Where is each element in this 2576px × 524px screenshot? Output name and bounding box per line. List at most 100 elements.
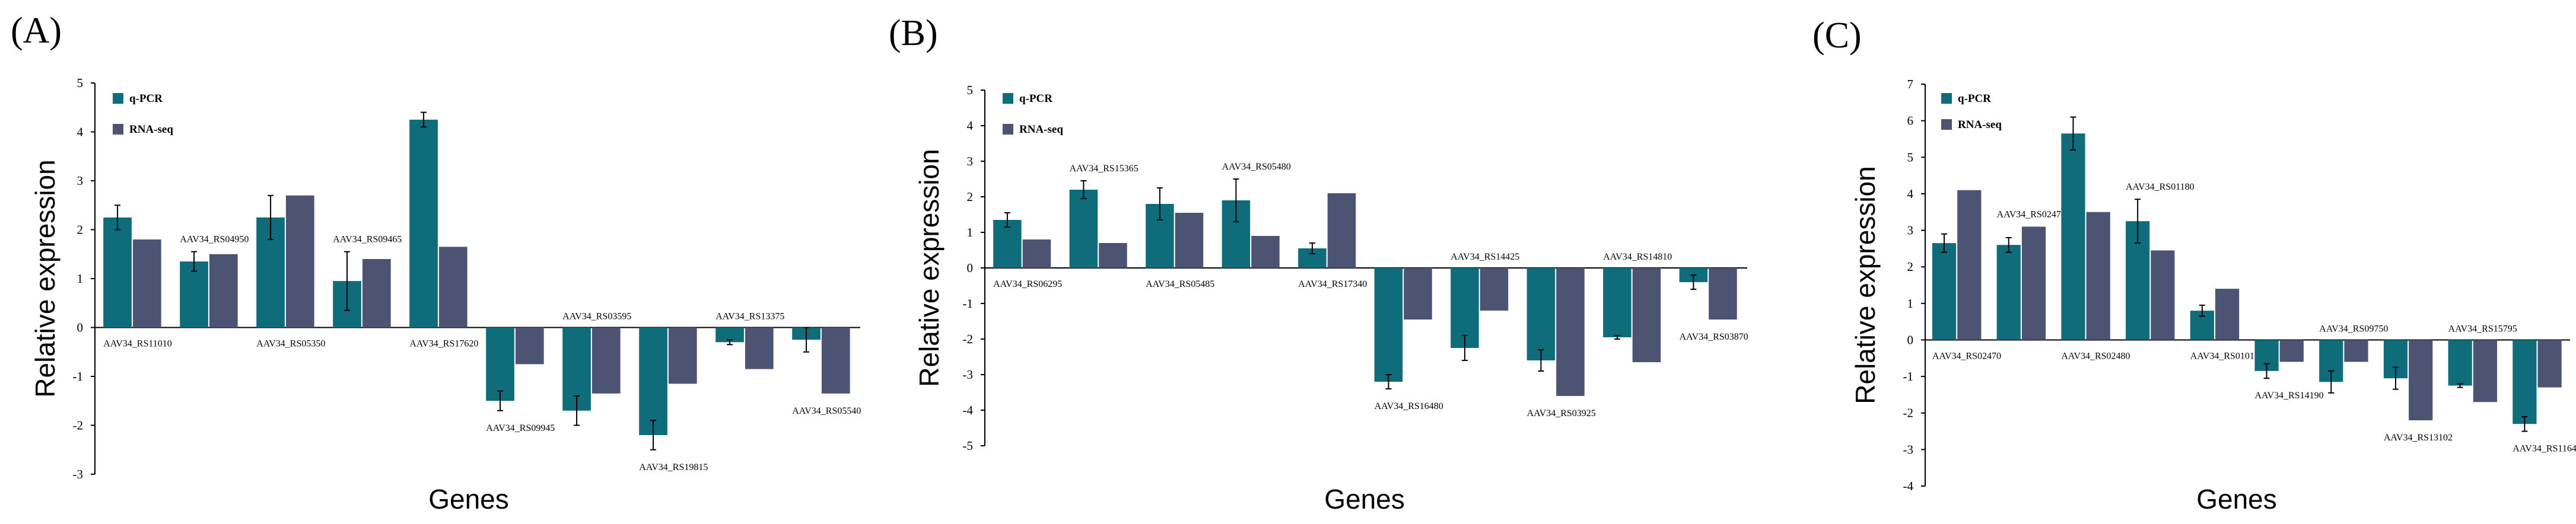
bar-rnaseq — [1556, 268, 1585, 396]
gene-label: AAV34_RS05540 — [792, 406, 861, 416]
y-tick-label: 7 — [1907, 77, 1914, 91]
gene-label: AAV34_RS13375 — [715, 312, 784, 322]
y-tick-label: 5 — [77, 76, 84, 90]
bar-rnaseq — [438, 247, 468, 328]
gene-label: AAV34_RS02480 — [2061, 351, 2130, 361]
bar-rnaseq — [2409, 340, 2433, 421]
legend-label-qpcr: q-PCR — [129, 92, 163, 105]
x-axis-title: Genes — [1324, 484, 1405, 515]
gene-label: AAV34_RS14425 — [1451, 252, 1519, 262]
bar-qpcr — [486, 327, 514, 401]
bar-qpcr — [1996, 245, 2021, 340]
panel-1: (B) 5 4 3 2 1 0 -1 -2 -3 -4 -5 Relative expression Ge… — [889, 13, 1748, 515]
bar-rnaseq — [1251, 236, 1280, 268]
y-tick-label: 2 — [77, 223, 84, 237]
bar-rnaseq — [2086, 212, 2110, 340]
bar-rnaseq — [2215, 289, 2240, 340]
bar-qpcr — [1603, 268, 1632, 337]
y-tick-label: -2 — [73, 418, 84, 433]
y-tick-label: 3 — [967, 154, 974, 168]
bar-rnaseq — [745, 327, 774, 369]
legend-label-rnaseq: RNA-seq — [1958, 119, 2002, 131]
bar-rnaseq — [209, 254, 238, 328]
bar-rnaseq — [285, 195, 314, 328]
bar-rnaseq — [1099, 243, 1127, 268]
bar-rnaseq — [1957, 190, 1982, 340]
y-tick-label: 0 — [77, 321, 84, 335]
panel-2: (C) 7 6 5 4 3 2 1 0 -1 -2 -3 -4 Relative expression Ge… — [1812, 15, 2576, 515]
y-tick-label: -4 — [1903, 479, 1914, 493]
bar-rnaseq — [515, 327, 544, 365]
gene-label: AAV34_RS11640 — [2513, 444, 2576, 454]
bar-qpcr — [2513, 340, 2537, 424]
bar-rnaseq — [591, 327, 621, 394]
bar-rnaseq — [668, 327, 697, 384]
y-tick-label: 5 — [1907, 150, 1914, 164]
bar-rnaseq — [1175, 213, 1204, 268]
y-tick-label: -3 — [1903, 442, 1914, 456]
gene-label: AAV34_RS14810 — [1603, 252, 1672, 262]
bar-qpcr — [1932, 243, 1957, 340]
gene-label: AAV34_RS03595 — [562, 312, 631, 322]
gene-label: AAV34_RS19815 — [639, 462, 708, 472]
legend-label-qpcr: q-PCR — [1958, 92, 1991, 105]
bar-qpcr — [1526, 268, 1556, 360]
y-tick-label: -5 — [963, 439, 974, 453]
bar-qpcr — [180, 261, 208, 328]
bar-qpcr — [639, 327, 667, 435]
y-tick-label: 4 — [1907, 187, 1914, 201]
gene-label: AAV34_RS03870 — [1680, 332, 1748, 342]
gene-label: AAV34_RS05480 — [1222, 162, 1291, 172]
gene-label: AAV34_RS09750 — [2319, 324, 2388, 334]
y-tick-label: 4 — [967, 119, 974, 133]
bar-rnaseq — [1632, 268, 1661, 362]
gene-label: AAV34_RS02475 — [1997, 209, 2066, 219]
legend-swatch-qpcr — [113, 93, 123, 104]
y-tick-label: -3 — [963, 368, 974, 382]
y-axis-title: Relative expression — [1850, 166, 1881, 404]
gene-label: AAV34_RS11010 — [103, 339, 172, 349]
y-tick-label: -1 — [1903, 369, 1914, 384]
gene-label: AAV34_RS03925 — [1527, 408, 1596, 418]
y-tick-label: 1 — [967, 225, 974, 239]
gene-label: AAV34_RS05485 — [1146, 279, 1214, 289]
bar-rnaseq — [132, 239, 161, 328]
y-tick-label: 5 — [967, 83, 974, 97]
bar-rnaseq — [2021, 226, 2046, 340]
bar-rnaseq — [2473, 340, 2497, 402]
legend-swatch-rnaseq — [1941, 119, 1952, 130]
y-tick-label: 3 — [77, 174, 84, 188]
gene-label: AAV34_RS02470 — [1932, 351, 2001, 361]
gene-label: AAV34_RS04950 — [180, 235, 249, 245]
legend-label-qpcr: q-PCR — [1019, 92, 1052, 105]
y-tick-label: 4 — [77, 125, 84, 139]
bar-qpcr — [1069, 190, 1098, 268]
panel-label: (B) — [889, 13, 938, 53]
gene-label: AAV34_RS17340 — [1298, 279, 1367, 289]
panel-label: (C) — [1812, 15, 1862, 56]
y-axis-title: Relative expression — [30, 159, 61, 397]
bar-qpcr — [2061, 133, 2085, 340]
y-tick-label: -2 — [963, 332, 974, 346]
bar-rnaseq — [362, 259, 391, 328]
legend-swatch-qpcr — [1941, 93, 1952, 104]
bar-qpcr — [103, 217, 132, 328]
bar-rnaseq — [2279, 340, 2304, 362]
panel-0: (A) 5 4 3 2 1 0 -1 -2 -3 Relative expression Genes A… — [11, 11, 861, 515]
y-tick-label: -3 — [73, 467, 84, 481]
gene-label: AAV34_RS05350 — [256, 339, 325, 349]
bar-rnaseq — [1327, 193, 1356, 268]
y-axis-title: Relative expression — [914, 149, 944, 386]
y-tick-label: -4 — [963, 403, 974, 417]
bar-rnaseq — [2537, 340, 2562, 388]
gene-label: AAV34_RS09945 — [486, 423, 555, 433]
x-axis-title: Genes — [428, 484, 509, 515]
bar-qpcr — [1451, 268, 1479, 348]
bar-qpcr — [1374, 268, 1403, 382]
bar-rnaseq — [1709, 268, 1737, 319]
bar-rnaseq — [821, 327, 850, 394]
y-tick-label: -1 — [963, 296, 974, 311]
bar-qpcr — [2448, 340, 2472, 386]
y-tick-label: 1 — [1907, 296, 1914, 311]
